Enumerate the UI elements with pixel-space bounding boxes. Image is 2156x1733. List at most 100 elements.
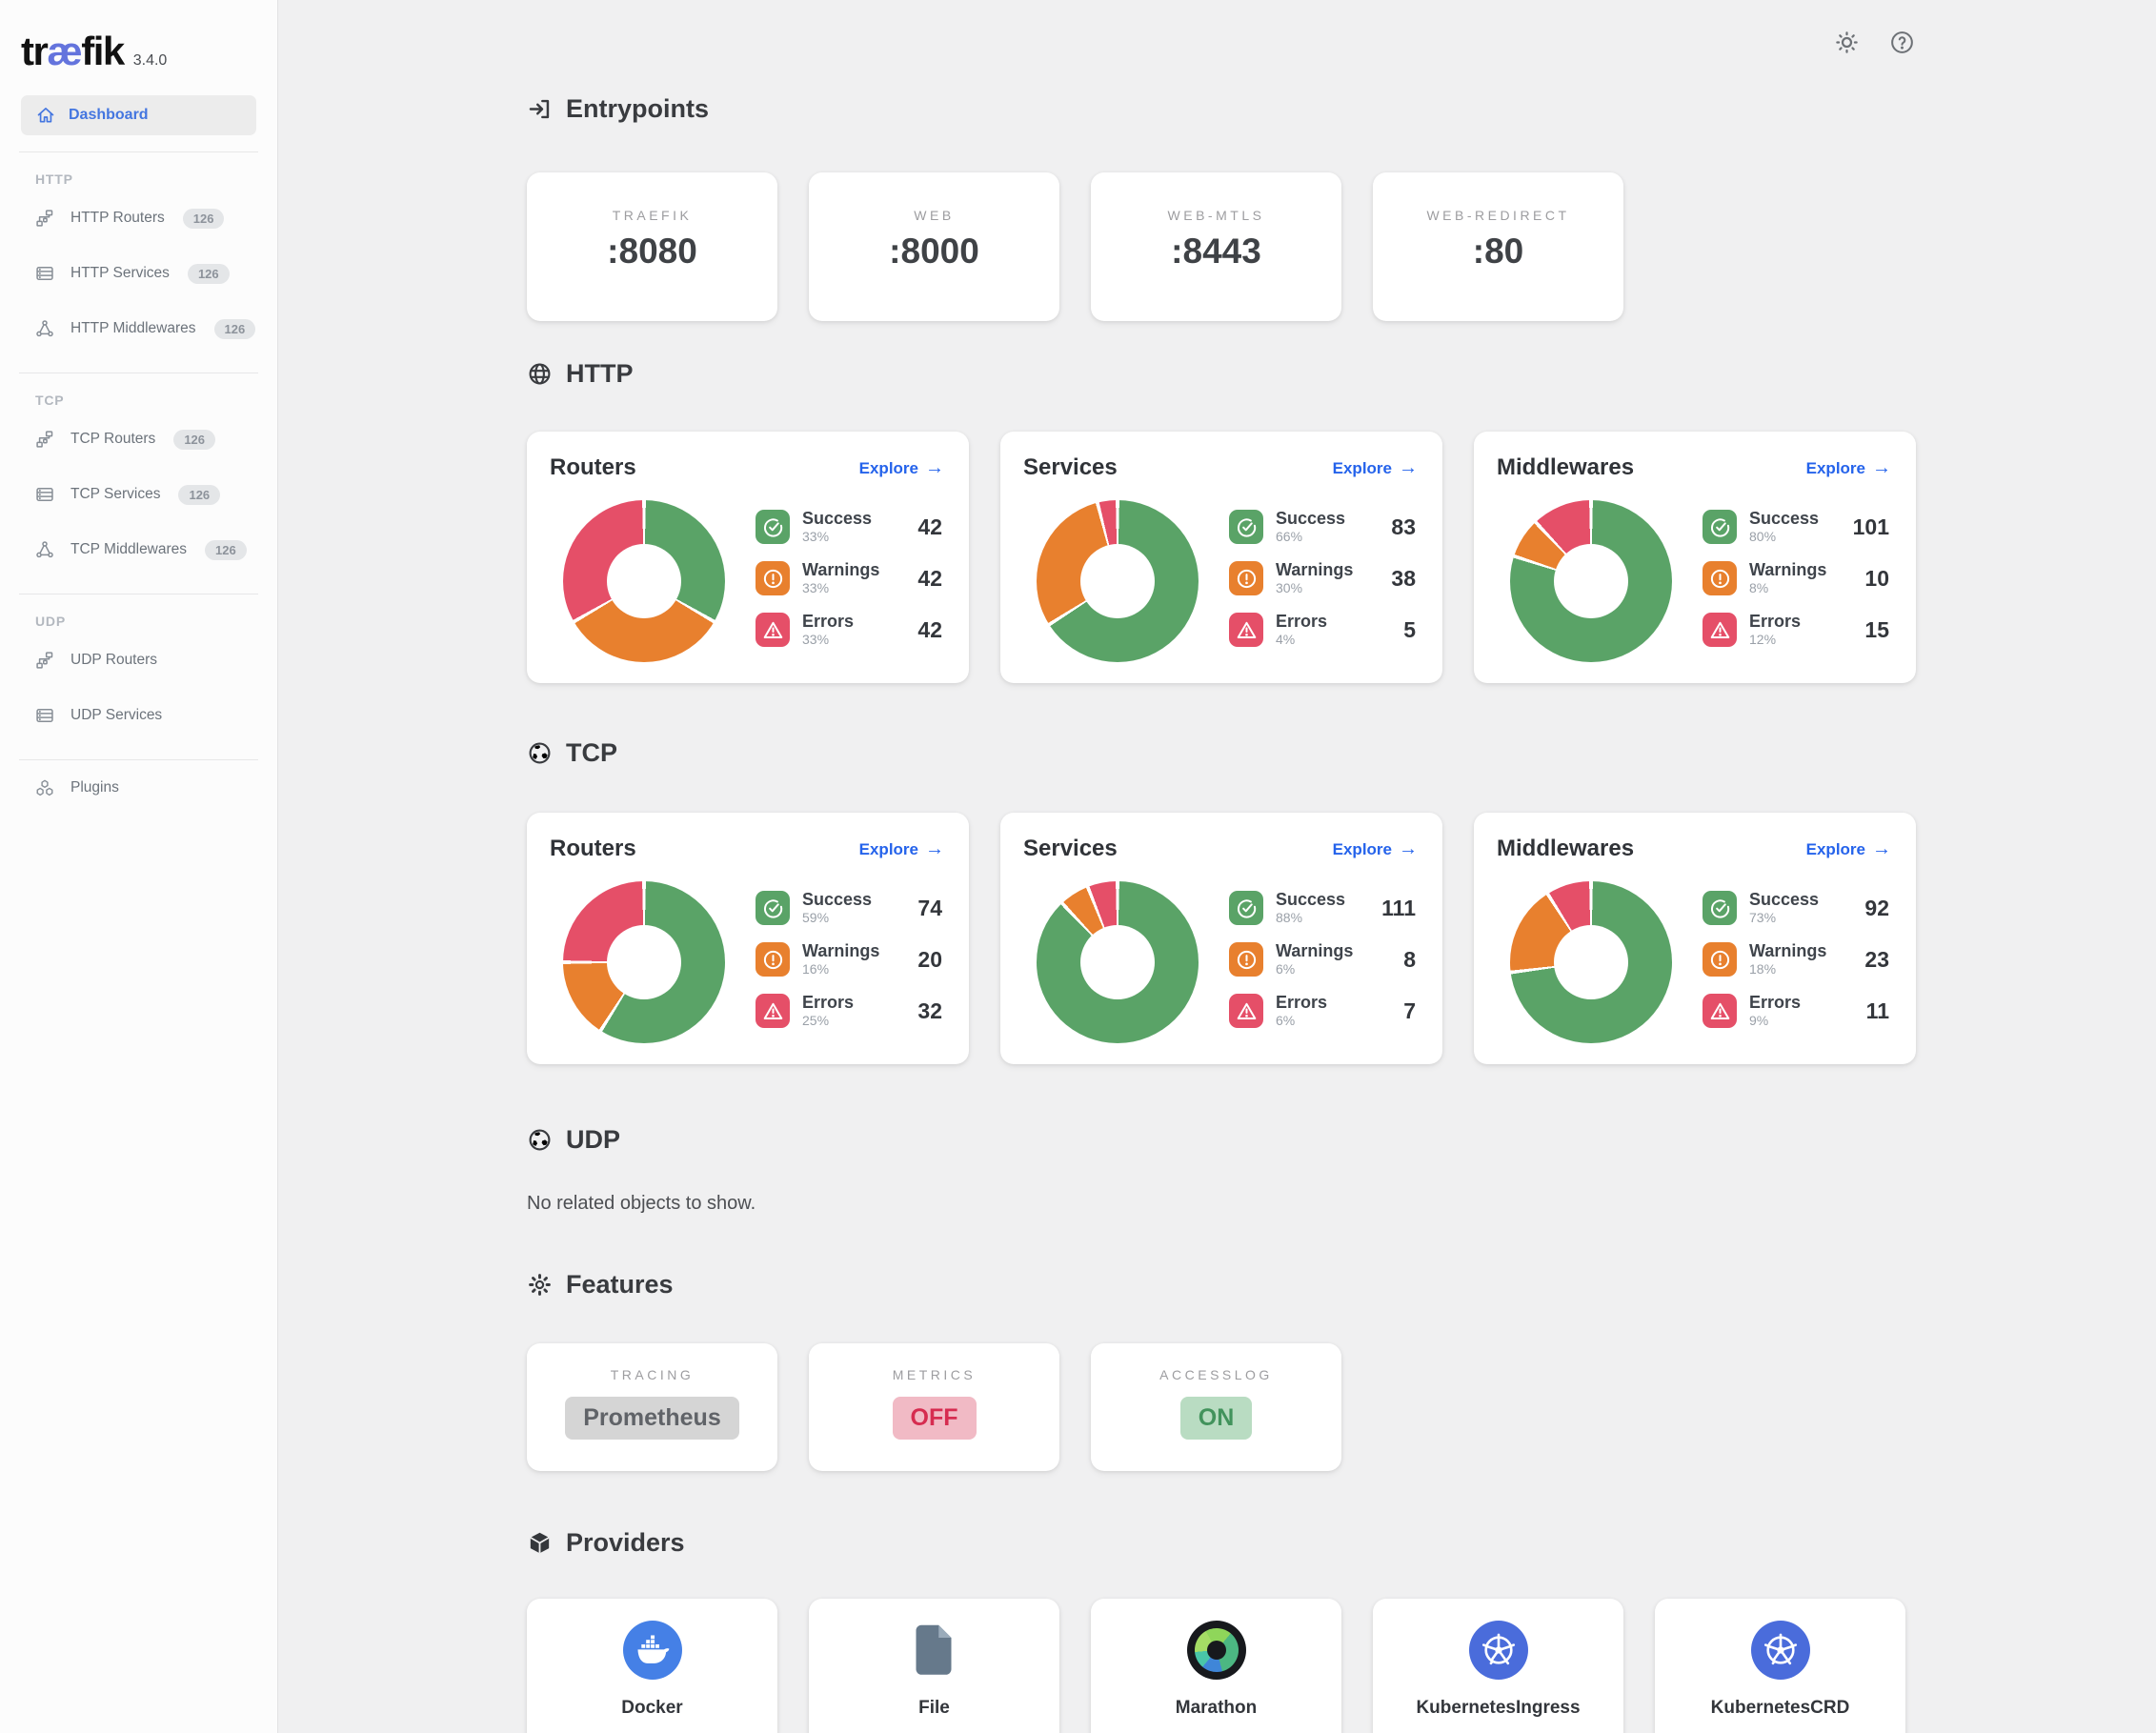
explore-link[interactable]: Explore → bbox=[858, 457, 944, 478]
sidebar: træfik 3.4.0 Dashboard HTTP HTTP Routers… bbox=[0, 0, 278, 1733]
sidebar-section-http: HTTP bbox=[35, 171, 73, 187]
provider-card-docker: Docker bbox=[527, 1599, 777, 1733]
tcp-middlewares-card: Middlewares Explore → Success 73% 92 Warni… bbox=[1474, 813, 1916, 1064]
sidebar-item-http-middlewares[interactable]: HTTP Middlewares 126 bbox=[0, 301, 277, 356]
count-badge: 126 bbox=[173, 429, 216, 450]
home-icon bbox=[36, 106, 55, 125]
services-icon bbox=[35, 264, 54, 283]
arrow-icon: → bbox=[925, 457, 944, 478]
stat-success: Success 73% 92 bbox=[1703, 882, 1889, 934]
stat-errors: Errors 12% 15 bbox=[1703, 604, 1889, 655]
header-actions bbox=[1829, 25, 1919, 59]
entrypoint-card-traefik: TRAEFIK :8080 bbox=[527, 172, 777, 321]
check-circle-icon bbox=[1229, 510, 1263, 544]
box-icon bbox=[527, 1530, 553, 1556]
divider bbox=[19, 759, 258, 760]
arrow-icon: → bbox=[1872, 457, 1891, 478]
stat-warnings: Warnings 33% 42 bbox=[756, 553, 942, 604]
kubernetes-icon bbox=[1468, 1621, 1528, 1680]
alert-triangle-icon bbox=[1703, 613, 1737, 647]
provider-card-kubernetescrd: KubernetesCRD bbox=[1655, 1599, 1905, 1733]
explore-link[interactable]: Explore → bbox=[1332, 457, 1418, 478]
entrypoint-card-web-mtls: WEB-MTLS :8443 bbox=[1091, 172, 1341, 321]
entrypoint-port: :8000 bbox=[889, 232, 979, 271]
sidebar-item-dashboard[interactable]: Dashboard bbox=[21, 95, 256, 135]
routers-icon bbox=[35, 651, 54, 670]
app-version: 3.4.0 bbox=[132, 52, 168, 69]
provider-card-file: File bbox=[809, 1599, 1059, 1733]
kubernetes-icon bbox=[1750, 1621, 1810, 1680]
sidebar-item-http-routers[interactable]: HTTP Routers 126 bbox=[0, 191, 277, 246]
sidebar-item-udp-services[interactable]: UDP Services bbox=[0, 688, 277, 743]
routers-icon bbox=[35, 209, 54, 228]
explore-link[interactable]: Explore → bbox=[1332, 838, 1418, 859]
alert-triangle-icon bbox=[756, 613, 790, 647]
alert-circle-icon bbox=[1703, 942, 1737, 977]
stat-warnings: Warnings 8% 10 bbox=[1703, 553, 1889, 604]
sidebar-item-tcp-routers[interactable]: TCP Routers 126 bbox=[0, 412, 277, 467]
divider bbox=[19, 151, 258, 152]
tcp-section-title: TCP bbox=[527, 738, 617, 768]
http-services-card: Services Explore → Success 66% 83 Warnings… bbox=[1000, 432, 1442, 683]
theme-toggle-button[interactable] bbox=[1829, 25, 1864, 59]
sidebar-item-tcp-services[interactable]: TCP Services 126 bbox=[0, 467, 277, 522]
count-badge: 126 bbox=[187, 263, 230, 284]
sidebar-item-tcp-middlewares[interactable]: TCP Middlewares 126 bbox=[0, 522, 277, 577]
feature-value-badge: OFF bbox=[892, 1397, 977, 1440]
middlewares-icon bbox=[35, 319, 54, 338]
explore-link[interactable]: Explore → bbox=[1805, 838, 1891, 859]
alert-triangle-icon bbox=[756, 994, 790, 1028]
stat-success: Success 80% 101 bbox=[1703, 501, 1889, 553]
world-icon bbox=[527, 1127, 553, 1153]
stat-warnings: Warnings 16% 20 bbox=[756, 934, 942, 985]
count-badge: 126 bbox=[178, 484, 221, 505]
sidebar-item-http-services[interactable]: HTTP Services 126 bbox=[0, 246, 277, 301]
globe-icon bbox=[527, 361, 553, 387]
traefik-logo: træfik 3.4.0 bbox=[0, 0, 277, 74]
feature-card-tracing: TRACING Prometheus bbox=[527, 1343, 777, 1471]
http-middlewares-card: Middlewares Explore → Success 80% 101 Warn… bbox=[1474, 432, 1916, 683]
donut-chart bbox=[1510, 500, 1672, 662]
sidebar-section-udp: UDP bbox=[35, 614, 66, 629]
udp-empty-message: No related objects to show. bbox=[527, 1193, 756, 1214]
providers-cards: Docker File Marathon KubernetesIngress K… bbox=[527, 1599, 1905, 1733]
sidebar-item-plugins[interactable]: Plugins bbox=[0, 760, 277, 816]
entrypoint-port: :8080 bbox=[607, 232, 697, 271]
http-cards: Routers Explore → Success 33% 42 Warnings 3… bbox=[527, 432, 1916, 683]
feature-value-badge: ON bbox=[1179, 1397, 1253, 1440]
logo-wordmark: træfik bbox=[21, 29, 125, 73]
alert-circle-icon bbox=[1229, 561, 1263, 595]
stat-warnings: Warnings 30% 38 bbox=[1229, 553, 1416, 604]
entrypoints-section-title: Entrypoints bbox=[527, 94, 709, 124]
stat-errors: Errors 9% 11 bbox=[1703, 985, 1889, 1037]
entrypoint-port: :8443 bbox=[1171, 232, 1261, 271]
donut-chart bbox=[1037, 500, 1199, 662]
docker-icon bbox=[622, 1621, 682, 1680]
explore-link[interactable]: Explore → bbox=[1805, 457, 1891, 478]
sidebar-item-udp-routers[interactable]: UDP Routers bbox=[0, 633, 277, 688]
stat-success: Success 59% 74 bbox=[756, 882, 942, 934]
alert-triangle-icon bbox=[1229, 994, 1263, 1028]
check-circle-icon bbox=[1703, 510, 1737, 544]
donut-chart bbox=[563, 881, 725, 1043]
stat-warnings: Warnings 18% 23 bbox=[1703, 934, 1889, 985]
count-badge: 126 bbox=[213, 318, 256, 339]
providers-section-title: Providers bbox=[527, 1528, 685, 1558]
sun-icon bbox=[1834, 30, 1860, 55]
check-circle-icon bbox=[1229, 891, 1263, 925]
file-icon bbox=[905, 1621, 964, 1680]
stat-errors: Errors 25% 32 bbox=[756, 985, 942, 1037]
provider-card-kubernetesingress: KubernetesIngress bbox=[1373, 1599, 1623, 1733]
stat-warnings: Warnings 6% 8 bbox=[1229, 934, 1416, 985]
alert-circle-icon bbox=[756, 942, 790, 977]
marathon-icon bbox=[1186, 1621, 1246, 1680]
feature-card-accesslog: ACCESSLOG ON bbox=[1091, 1343, 1341, 1471]
help-button[interactable] bbox=[1884, 25, 1919, 59]
check-circle-icon bbox=[756, 510, 790, 544]
features-cards: TRACING Prometheus METRICS OFF ACCESSLOG… bbox=[527, 1343, 1341, 1471]
feature-card-metrics: METRICS OFF bbox=[809, 1343, 1059, 1471]
check-circle-icon bbox=[756, 891, 790, 925]
explore-link[interactable]: Explore → bbox=[858, 838, 944, 859]
donut-chart bbox=[563, 500, 725, 662]
http-section-title: HTTP bbox=[527, 359, 634, 389]
